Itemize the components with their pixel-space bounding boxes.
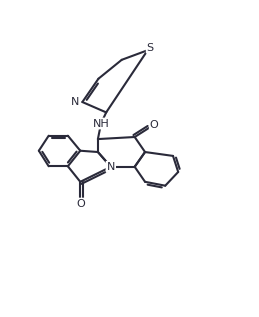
Text: N: N (107, 162, 115, 172)
Text: NH: NH (93, 119, 109, 128)
Text: N: N (70, 97, 79, 107)
Text: S: S (147, 43, 154, 53)
Text: O: O (150, 120, 159, 130)
Text: N: N (107, 162, 115, 172)
Text: O: O (76, 198, 85, 209)
